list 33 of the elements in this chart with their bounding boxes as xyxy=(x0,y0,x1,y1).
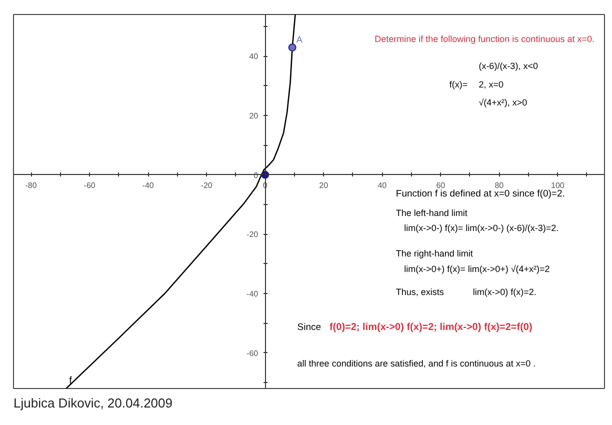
annotation: lim(x->0+) f(x)= lim(x->0+) √(4+x²)=2 xyxy=(404,264,550,274)
annotation: Thus, exists xyxy=(396,287,444,298)
annotation: √(4+x²), x>0 xyxy=(478,97,528,108)
annotation: lim(x->0) f(x)=2. xyxy=(472,287,536,298)
annotation: Since xyxy=(297,322,322,334)
y-tick-label: 40 xyxy=(249,52,259,62)
annotation: Determine if the following function is continuous at x=0. xyxy=(374,34,594,44)
y-tick-label: -60 xyxy=(246,348,259,358)
x-tick-label: -20 xyxy=(200,180,213,190)
y-tick-label: 20 xyxy=(249,111,259,120)
x-tick-label: -80 xyxy=(25,180,38,190)
text: Ljubica Dikovic, 20.04.2009 xyxy=(14,396,172,410)
x-tick-label: 40 xyxy=(378,180,388,190)
series-label: f xyxy=(69,376,72,386)
annotation: Function f is defined at x=0 since f(0)=2. xyxy=(396,188,565,200)
annotation: 2, x=0 xyxy=(478,79,504,90)
annotation: (x-6)/(x-3), x<0 xyxy=(478,61,538,72)
x-tick-label: 20 xyxy=(319,180,329,190)
annotation: The left-hand limit xyxy=(396,208,468,218)
line-series xyxy=(66,14,296,388)
annotation: The right-hand limit xyxy=(396,248,474,258)
x-tick-label: 60 xyxy=(436,180,446,190)
annotation: lim(x->0-) f(x)= lim(x->0-) (x-6)/(x-3)=2. xyxy=(404,223,559,234)
y-tick-label: -40 xyxy=(246,290,259,299)
x-tick-label: 80 xyxy=(494,180,504,190)
annotation: f(x)= xyxy=(449,79,468,90)
x-tick-label: -40 xyxy=(142,180,154,190)
y-tick-label: -20 xyxy=(246,230,259,240)
x-tick-label: -60 xyxy=(84,180,96,190)
annotation: f(0)=2; lim(x->0) f(x)=2; lim(x->0) f(x)=2=f(0) xyxy=(329,322,532,334)
annotation: all three conditions are satisfied, and f is continuous at x=0 . xyxy=(297,358,536,368)
x-tick-label: 100 xyxy=(551,180,565,190)
annotation: A xyxy=(296,34,302,44)
